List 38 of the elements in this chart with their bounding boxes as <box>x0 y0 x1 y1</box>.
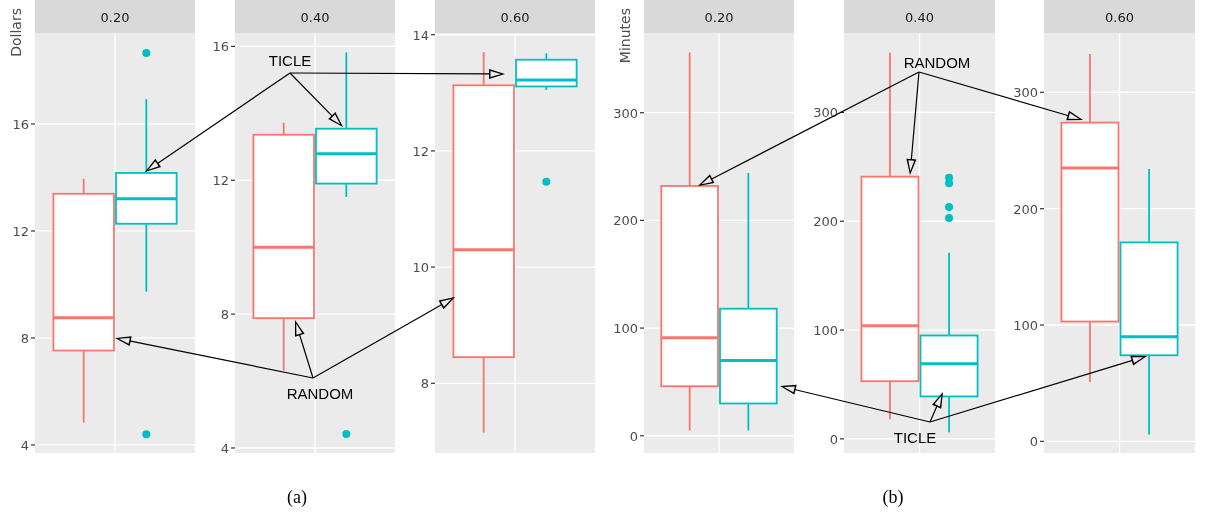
y-tick-label: 16 <box>212 39 229 55</box>
y-tick-label: 100 <box>813 323 838 339</box>
y-tick-label: 200 <box>613 213 638 229</box>
y-tick-label: 4 <box>220 440 229 456</box>
y-tick-label: 100 <box>1013 318 1038 334</box>
y-axis-title: Dollars <box>8 8 24 57</box>
chart-title: 0.40 <box>905 9 934 25</box>
y-tick-label: 14 <box>412 27 429 43</box>
y-tick-label: 300 <box>613 105 638 121</box>
y-tick-label: 8 <box>20 330 29 346</box>
y-tick-label: 200 <box>1013 201 1038 217</box>
y-tick-label: 200 <box>813 214 838 230</box>
y-tick-label: 300 <box>813 105 838 121</box>
annotation: TICLE <box>268 52 312 69</box>
y-tick-label: 8 <box>420 376 429 392</box>
annotation: RANDOM <box>903 54 971 71</box>
text: (a) <box>287 487 307 508</box>
annotation: RANDOM <box>286 385 354 402</box>
y-tick-label: 0 <box>1029 434 1038 450</box>
y-tick-label: 10 <box>412 260 429 276</box>
y-tick-label: 16 <box>12 116 29 132</box>
annotation: TICLE <box>893 429 937 446</box>
chart-title: 0.60 <box>1105 9 1134 25</box>
chart-title: 0.20 <box>100 9 130 25</box>
y-tick-label: 300 <box>1013 85 1038 101</box>
y-tick-label: 0 <box>829 431 838 447</box>
chart-title: 0.60 <box>500 9 530 25</box>
y-tick-label: 4 <box>20 437 29 453</box>
text: (b) <box>882 487 904 508</box>
y-tick-label: 8 <box>220 307 229 323</box>
y-tick-label: 12 <box>212 173 229 189</box>
y-tick-label: 100 <box>613 321 638 337</box>
y-tick-label: 0 <box>629 428 638 444</box>
chart-title: 0.20 <box>704 9 734 25</box>
y-tick-label: 12 <box>12 223 29 239</box>
y-tick-label: 12 <box>412 143 429 159</box>
y-axis-title: Minutes <box>617 8 633 64</box>
chart-title: 0.40 <box>300 9 330 25</box>
